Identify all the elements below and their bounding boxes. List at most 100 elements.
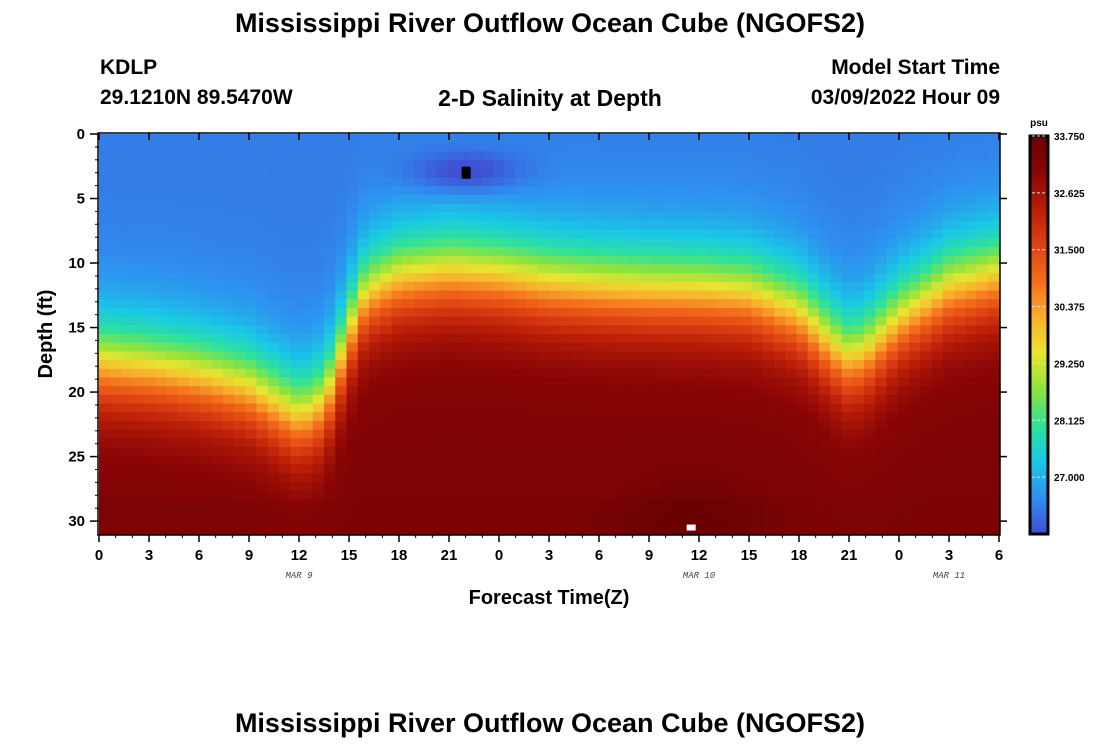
- heatmap-cell: [245, 142, 258, 152]
- heatmap-cell: [762, 142, 775, 152]
- heatmap-cell: [920, 516, 933, 526]
- heatmap-cell: [110, 412, 123, 422]
- heatmap-cell: [132, 342, 145, 352]
- heatmap-cell: [684, 473, 696, 483]
- heatmap-cell: [177, 420, 190, 431]
- heatmap-cell: [796, 238, 809, 248]
- heatmap-cell: [99, 220, 111, 231]
- heatmap-cell: [976, 194, 989, 205]
- heatmap-cell: [200, 247, 213, 257]
- heatmap-cell: [121, 438, 134, 448]
- heatmap-cell: [537, 429, 550, 439]
- heatmap-cell: [582, 168, 595, 179]
- heatmap-cell: [166, 273, 179, 283]
- heatmap-cell: [290, 203, 303, 213]
- heatmap-cell: [132, 447, 145, 457]
- heatmap-cell: [909, 334, 921, 344]
- heatmap-cell: [402, 177, 415, 187]
- heatmap-cell: [886, 299, 899, 309]
- heatmap-cell: [144, 394, 156, 405]
- heatmap-cell: [369, 473, 381, 483]
- heatmap-cell: [796, 420, 809, 431]
- heatmap-cell: [852, 273, 865, 283]
- heatmap-cell: [99, 481, 111, 492]
- heatmap-cell: [436, 412, 449, 422]
- heatmap-cell: [852, 516, 865, 526]
- heatmap-cell: [571, 403, 584, 413]
- heatmap-cell: [121, 307, 134, 318]
- heatmap-cell: [110, 342, 123, 352]
- heatmap-cell: [391, 447, 404, 457]
- heatmap-cell: [357, 299, 370, 309]
- heatmap-cell: [267, 438, 280, 448]
- heatmap-cell: [200, 420, 213, 431]
- heatmap-cell: [987, 290, 1000, 300]
- heatmap-cell: [886, 481, 899, 492]
- heatmap-cell: [976, 455, 989, 466]
- heatmap-cell: [121, 525, 134, 535]
- heatmap-cell: [560, 334, 573, 344]
- heatmap-cell: [189, 525, 201, 535]
- heatmap-cell: [931, 420, 944, 431]
- heatmap-cell: [830, 394, 843, 405]
- heatmap-cell: [492, 307, 505, 318]
- heatmap-cell: [99, 507, 111, 518]
- heatmap-cell: [695, 186, 708, 196]
- heatmap-cell: [785, 429, 798, 439]
- heatmap-cell: [425, 186, 438, 196]
- heatmap-cell: [987, 168, 1000, 179]
- heatmap-cell: [740, 307, 753, 318]
- heatmap-cell: [290, 264, 303, 274]
- heatmap-cell: [177, 325, 190, 335]
- heatmap-cell: [976, 473, 989, 483]
- heatmap-cell: [324, 160, 336, 170]
- heatmap-cell: [807, 516, 820, 526]
- heatmap-cell: [369, 247, 381, 257]
- heatmap-cell: [560, 264, 573, 274]
- heatmap-cell: [267, 342, 280, 352]
- heatmap-cell: [706, 394, 719, 405]
- heatmap-cell: [290, 220, 303, 231]
- heatmap-cell: [155, 360, 168, 370]
- heatmap-cell: [852, 438, 865, 448]
- heatmap-cell: [807, 464, 820, 474]
- heatmap-cell: [852, 420, 865, 431]
- heatmap-cell: [526, 203, 539, 213]
- heatmap-cell: [897, 168, 910, 179]
- heatmap-cell: [526, 473, 539, 483]
- heatmap-cell: [324, 168, 336, 179]
- heatmap-cell: [132, 438, 145, 448]
- heatmap-cell: [189, 447, 201, 457]
- heatmap-cell: [852, 247, 865, 257]
- heatmap-cell: [594, 473, 606, 483]
- heatmap-cell: [425, 299, 438, 309]
- heatmap-cell: [841, 438, 854, 448]
- heatmap-cell: [526, 429, 539, 439]
- heatmap-cell: [762, 307, 775, 318]
- heatmap-cell: [346, 342, 359, 352]
- heatmap-cell: [537, 455, 550, 466]
- heatmap-cell: [346, 194, 359, 205]
- heatmap-cell: [166, 316, 179, 326]
- heatmap-cell: [312, 403, 325, 413]
- heatmap-cell: [627, 516, 640, 526]
- heatmap-cell: [571, 134, 584, 144]
- heatmap-cell: [909, 203, 921, 213]
- heatmap-cell: [155, 247, 168, 257]
- heatmap-cell: [222, 134, 235, 144]
- heatmap-cell: [549, 255, 561, 266]
- heatmap-cell: [301, 499, 314, 509]
- heatmap-cell: [796, 386, 809, 396]
- heatmap-cell: [121, 168, 134, 179]
- heatmap-cell: [222, 325, 235, 335]
- heatmap-cell: [762, 481, 775, 492]
- heatmap-cell: [267, 203, 280, 213]
- heatmap-cell: [312, 334, 325, 344]
- heatmap-cell: [605, 394, 618, 405]
- heatmap-cell: [447, 299, 460, 309]
- heatmap-cell: [864, 516, 876, 526]
- heatmap-cell: [807, 368, 820, 379]
- heatmap-cell: [954, 377, 966, 387]
- heatmap-cell: [852, 455, 865, 466]
- heatmap-cell: [639, 386, 651, 396]
